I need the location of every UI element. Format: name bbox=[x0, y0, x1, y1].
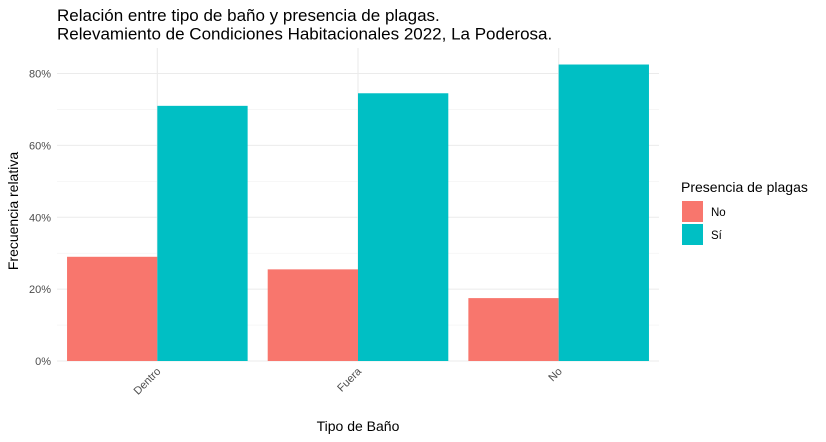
legend-swatch-si bbox=[682, 224, 703, 245]
y-tick-label: 20% bbox=[29, 284, 51, 296]
legend: Presencia de plagas No Sí bbox=[681, 179, 808, 245]
legend-title: Presencia de plagas bbox=[681, 179, 808, 195]
y-axis-title: Frecuencia relativa bbox=[5, 152, 21, 270]
bar-no-si bbox=[558, 64, 649, 361]
chart-title-line-1: Relación entre tipo de baño y presencia … bbox=[57, 6, 440, 25]
bar-fuera-no bbox=[267, 269, 358, 361]
bars bbox=[67, 64, 649, 361]
bar-no-no bbox=[468, 298, 559, 361]
x-tick-label: No bbox=[546, 366, 564, 384]
y-tick-label: 0% bbox=[35, 356, 51, 368]
bar-dentro-si bbox=[157, 105, 248, 361]
y-tick-label: 40% bbox=[29, 212, 51, 224]
y-tick-label: 60% bbox=[29, 140, 51, 152]
x-axis-title: Tipo de Baño bbox=[317, 418, 400, 434]
legend-label-si: Sí bbox=[711, 230, 723, 242]
y-tick-label: 80% bbox=[29, 69, 51, 81]
x-axis-ticks: Dentro Fuera No bbox=[132, 365, 565, 397]
x-tick-label: Fuera bbox=[335, 365, 364, 394]
y-axis-ticks: 0% 20% 40% 60% 80% bbox=[29, 69, 51, 369]
bar-fuera-si bbox=[358, 93, 449, 361]
bar-dentro-no bbox=[67, 256, 158, 361]
legend-swatch-no bbox=[682, 201, 703, 222]
legend-label-no: No bbox=[711, 207, 726, 219]
x-tick-label: Dentro bbox=[132, 366, 164, 398]
chart-title-line-2: Relevamiento de Condiciones Habitacional… bbox=[57, 25, 552, 44]
